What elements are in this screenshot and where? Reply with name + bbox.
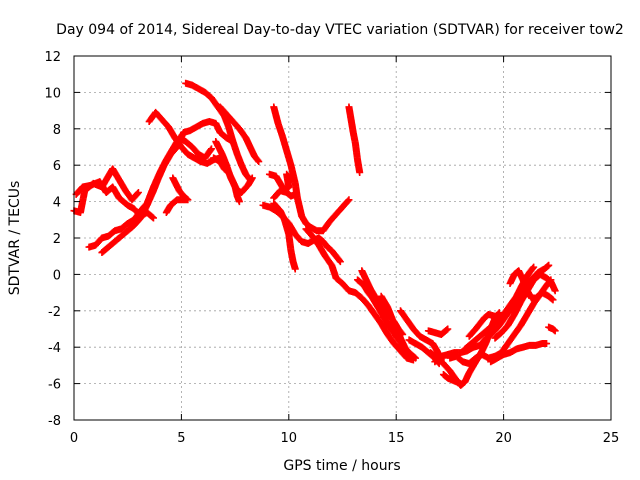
series-arc14	[270, 103, 353, 235]
data-point	[336, 258, 344, 266]
data-point	[551, 327, 559, 335]
x-axis-label: GPS time / hours	[283, 458, 400, 474]
series-arc5	[145, 108, 224, 167]
data-point	[335, 257, 343, 265]
series-arc20	[377, 292, 413, 358]
series-arc9	[212, 138, 243, 206]
y-tick-label: 6	[53, 159, 61, 174]
data-point	[134, 190, 142, 198]
y-tick-label: -8	[48, 414, 61, 429]
data-point	[345, 196, 353, 204]
data-point	[149, 214, 157, 222]
data-point	[551, 287, 559, 295]
data-points	[70, 79, 559, 389]
x-tick-label: 10	[281, 431, 298, 446]
data-point	[497, 316, 505, 324]
data-point	[549, 296, 557, 304]
data-point	[405, 350, 413, 358]
data-point	[207, 145, 215, 153]
series-arc7	[162, 174, 192, 217]
x-tick-labels: 0 5 10 15 20 25	[70, 431, 619, 446]
y-tick-label: -4	[48, 341, 61, 356]
data-point	[255, 158, 263, 166]
y-axis-label: SDTVAR / TECUs	[7, 181, 23, 296]
y-tick-label: 8	[53, 123, 61, 138]
x-tick-label: 5	[177, 431, 185, 446]
x-tick-label: 0	[70, 431, 78, 446]
data-point	[529, 264, 537, 272]
x-tick-label: 25	[603, 431, 620, 446]
series-arc2	[72, 178, 157, 222]
series-arc30	[487, 340, 551, 366]
data-point	[344, 197, 352, 205]
series-arc10	[216, 103, 263, 166]
series-arc23	[424, 325, 452, 338]
data-point	[444, 325, 452, 333]
series-arc1	[70, 165, 142, 217]
data-point	[545, 261, 553, 269]
series-arc17	[302, 225, 417, 364]
series-arc28	[461, 263, 538, 353]
y-tick-label: 10	[44, 86, 61, 101]
data-point	[254, 156, 262, 164]
data-point	[356, 168, 364, 176]
data-point	[162, 209, 170, 217]
series-arc16	[345, 103, 364, 176]
x-tick-label: 15	[388, 431, 405, 446]
y-tick-label: 0	[53, 268, 61, 283]
y-tick-label: 2	[53, 232, 61, 247]
data-point	[291, 265, 299, 273]
axis-ticks	[73, 55, 612, 421]
data-point	[530, 263, 538, 271]
data-point	[457, 380, 465, 388]
y-tick-label: 12	[44, 50, 61, 65]
series-arc33	[545, 323, 559, 335]
y-tick-label: -2	[48, 305, 61, 320]
data-point	[134, 189, 142, 196]
data-point	[543, 340, 551, 348]
y-tick-label: 4	[53, 196, 61, 211]
series-arc29	[465, 310, 505, 340]
data-point	[412, 354, 420, 362]
y-tick-labels: -8 -6 -4 -2 0 2 4 6 8 10 12	[44, 50, 61, 429]
series-arc15	[270, 199, 299, 273]
y-tick-label: -6	[48, 378, 61, 393]
data-point	[207, 146, 215, 154]
x-tick-label: 20	[495, 431, 512, 446]
series-arc32	[506, 267, 557, 304]
data-point	[248, 174, 256, 182]
chart-title: Day 094 of 2014, Sidereal Day-to-day VTE…	[56, 22, 624, 38]
data-point	[235, 198, 243, 206]
series-arc25	[439, 371, 465, 388]
series-arc31	[491, 270, 559, 342]
